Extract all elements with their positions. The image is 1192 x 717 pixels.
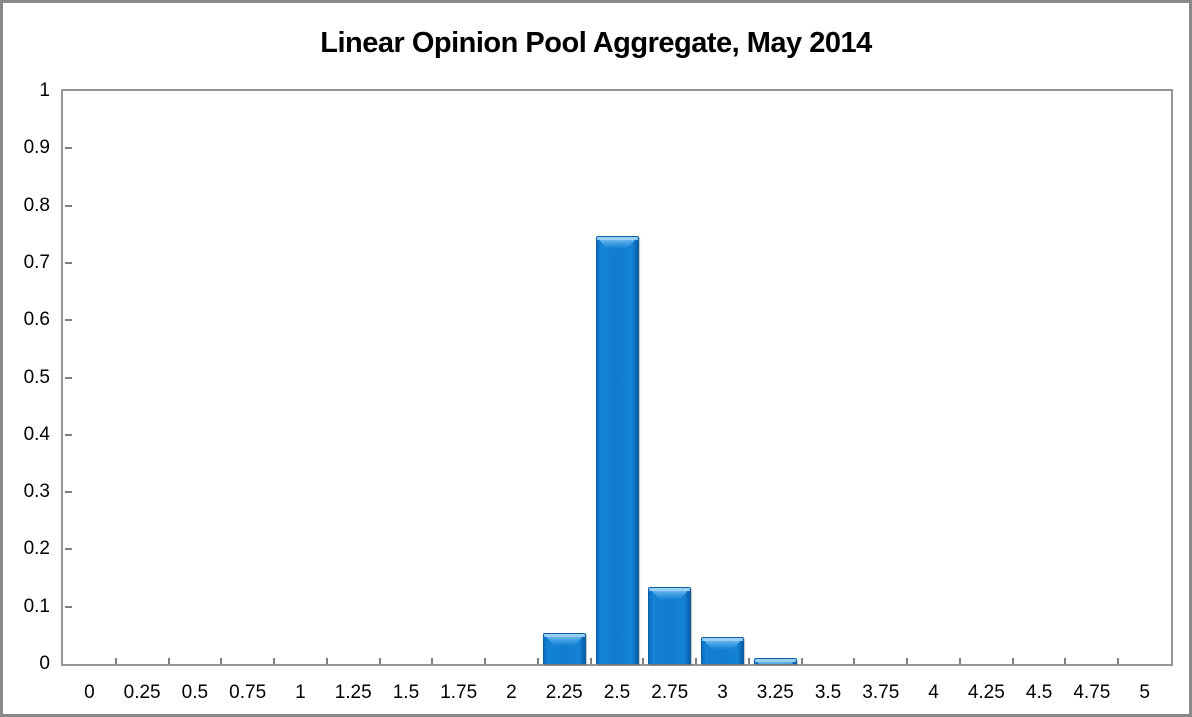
- y-axis-label: 0.8: [23, 194, 50, 216]
- x-axis-tick: [800, 658, 803, 664]
- y-axis-label: 0.5: [23, 366, 50, 388]
- y-axis-label: 0: [39, 653, 50, 674]
- y-axis-tick: [65, 261, 72, 264]
- x-axis-label: 1: [295, 682, 306, 703]
- y-axis-label: 0.4: [23, 423, 50, 445]
- x-axis-label: 4.25: [967, 682, 1005, 703]
- x-axis-tick: [167, 658, 170, 664]
- x-axis-tick: [431, 658, 434, 664]
- x-axis-tick: [220, 658, 223, 664]
- chart-title: Linear Opinion Pool Aggregate, May 2014: [320, 27, 872, 59]
- x-axis-label: 4.5: [1025, 682, 1053, 703]
- y-axis-tick: [65, 319, 72, 322]
- y-axis-label: 0.1: [23, 595, 50, 617]
- x-axis-label: 0.5: [181, 682, 209, 703]
- x-axis-label: 1.5: [392, 682, 420, 703]
- y-axis-label: 0.7: [23, 251, 50, 273]
- y-axis-tick: [65, 605, 72, 608]
- x-axis-label: 0: [84, 682, 95, 703]
- y-axis-tick: [65, 433, 72, 436]
- x-axis-label: 3: [717, 682, 728, 703]
- y-axis-label: 0.6: [23, 309, 50, 331]
- x-axis-label: 5: [1139, 682, 1150, 703]
- bar: [542, 633, 586, 664]
- bar: [595, 236, 639, 664]
- bar: [701, 637, 745, 664]
- x-axis-label: 2.25: [545, 682, 583, 703]
- bar: [753, 658, 797, 664]
- x-axis-tick: [906, 658, 909, 664]
- x-axis-label: 1.75: [440, 682, 478, 703]
- y-axis-label: 0.3: [23, 481, 50, 503]
- x-axis-tick: [1117, 658, 1120, 664]
- y-axis-tick: [65, 376, 72, 379]
- y-axis-tick: [65, 548, 72, 551]
- x-axis-label: 3.5: [814, 682, 842, 703]
- x-axis-label: 0.75: [229, 682, 267, 703]
- x-axis-tick: [378, 658, 381, 664]
- bar: [648, 587, 692, 664]
- x-axis-label: 3.75: [862, 682, 900, 703]
- x-axis-label: 3.25: [756, 682, 794, 703]
- x-axis-label: 1.25: [334, 682, 372, 703]
- y-axis-tick: [65, 491, 72, 494]
- x-axis-label: 0.25: [123, 682, 161, 703]
- x-axis-tick: [484, 658, 487, 664]
- x-axis-tick: [325, 658, 328, 664]
- x-axis-tick: [1064, 658, 1067, 664]
- y-axis-label: 0.2: [23, 538, 50, 560]
- x-axis-label: 4.75: [1073, 682, 1111, 703]
- y-axis-label: 0.9: [23, 137, 50, 159]
- x-axis-tick: [589, 658, 592, 664]
- x-axis-label: 4: [928, 682, 939, 703]
- x-axis-label: 2: [506, 682, 517, 703]
- x-axis-tick: [642, 658, 645, 664]
- y-axis-label: 1: [39, 80, 50, 101]
- x-axis-tick: [536, 658, 539, 664]
- x-axis-tick: [958, 658, 961, 664]
- x-axis-label: 2.5: [603, 682, 631, 703]
- x-axis-tick: [1011, 658, 1014, 664]
- x-axis-tick: [114, 658, 117, 664]
- x-axis-tick: [695, 658, 698, 664]
- x-axis-tick: [747, 658, 750, 664]
- x-axis-label: 2.75: [651, 682, 689, 703]
- y-axis-tick: [65, 147, 72, 150]
- y-axis-tick: [65, 204, 72, 207]
- x-axis-tick: [853, 658, 856, 664]
- x-axis-tick: [273, 658, 276, 664]
